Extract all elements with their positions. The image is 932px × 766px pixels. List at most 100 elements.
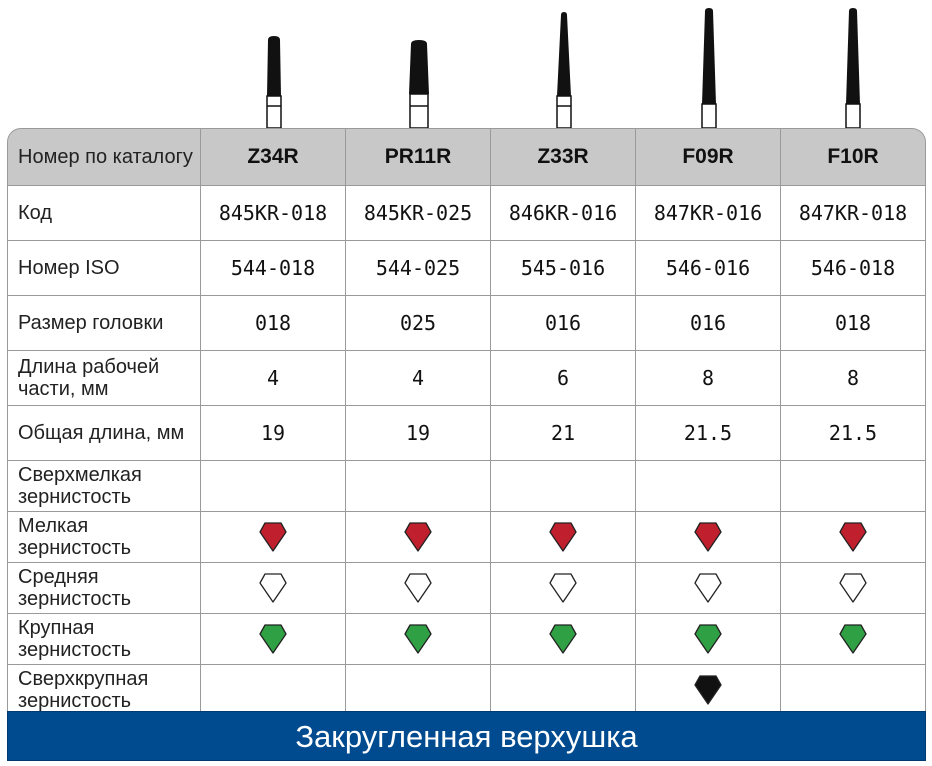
cell-value: 544-025 [346,241,491,296]
grit-cell [781,665,926,716]
bur-f09r-illustration [698,6,720,130]
row-grit-fine: Мелкая зернистость [7,512,926,563]
diamond-shape [404,522,432,552]
cell-value: 4 [346,351,491,406]
diamond-shape [839,522,867,552]
diamond-shape [259,522,287,552]
diamond-shape [549,522,577,552]
row-label: Длина рабочей части, мм [7,351,201,406]
cell-value: 546-016 [636,241,781,296]
diamond-icon [549,624,577,654]
grit-cell [346,512,491,563]
cell-value: 847KR-018 [781,186,926,241]
catalog-number-label: Номер по каталогу [7,128,201,186]
diamond-icon [839,573,867,603]
grit-cell [781,512,926,563]
row-grit-extra-coarse: Сверхкрупная зернистость [7,665,926,716]
grit-cell [201,512,346,563]
row-head-size: Размер головки 018 025 016 016 018 [7,296,926,351]
diamond-icon [549,573,577,603]
cell-value: 546-018 [781,241,926,296]
diamond-shape [404,624,432,654]
row-label: Код [7,186,201,241]
diamond-icon [404,573,432,603]
grit-cell [636,512,781,563]
grit-cell [781,614,926,665]
grit-cell [346,461,491,512]
row-label: Сверхкрупная зернистость [7,665,201,716]
cell-value: 845KR-018 [201,186,346,241]
cell-value: 19 [346,406,491,461]
bur-z34r-illustration [262,34,286,130]
diamond-shape [549,624,577,654]
grit-cell [636,563,781,614]
grit-cell [781,461,926,512]
bur-pr11r-illustration [404,38,434,130]
row-iso: Номер ISO 544-018 544-025 545-016 546-01… [7,241,926,296]
diamond-shape [694,522,722,552]
column-header: F10R [781,128,926,186]
grit-cell [636,665,781,716]
cell-value: 846KR-016 [491,186,636,241]
diamond-shape [404,573,432,603]
diamond-shape [694,675,722,705]
row-label: Мелкая зернистость [7,512,201,563]
bur-z33r-illustration [553,10,575,130]
grit-cell [781,563,926,614]
grit-cell [636,461,781,512]
cell-value: 8 [781,351,926,406]
row-label: Размер головки [7,296,201,351]
row-total-length: Общая длина, мм 19 19 21 21.5 21.5 [7,406,926,461]
cell-value: 545-016 [491,241,636,296]
cell-value: 4 [201,351,346,406]
bur-f10r-illustration [842,6,864,130]
row-code: Код 845KR-018 845KR-025 846KR-016 847KR-… [7,186,926,241]
row-label: Номер ISO [7,241,201,296]
grit-cell [491,512,636,563]
cell-value: 018 [201,296,346,351]
cell-value: 6 [491,351,636,406]
cell-value: 847KR-016 [636,186,781,241]
diamond-shape [694,624,722,654]
grit-cell [491,461,636,512]
row-label: Средняя зернистость [7,563,201,614]
grit-cell [491,614,636,665]
diamond-icon [694,573,722,603]
grit-cell [201,614,346,665]
diamond-icon [404,624,432,654]
row-label: Общая длина, мм [7,406,201,461]
cell-value: 21.5 [781,406,926,461]
diamond-icon [549,522,577,552]
cell-value: 544-018 [201,241,346,296]
cell-value: 19 [201,406,346,461]
grit-cell [346,665,491,716]
diamond-shape [259,573,287,603]
diamond-shape [549,573,577,603]
diamond-shape [839,573,867,603]
row-grit-extra-fine: Сверхмелкая зернистость [7,461,926,512]
cell-value: 025 [346,296,491,351]
grit-cell [346,563,491,614]
column-header: Z34R [201,128,346,186]
diamond-icon [259,522,287,552]
diamond-icon [694,624,722,654]
row-working-length: Длина рабочей части, мм 4 4 6 8 8 [7,351,926,406]
table-header-row: Номер по каталогу Z34R PR11R Z33R F09R F… [7,128,926,186]
grit-cell [201,461,346,512]
cell-value: 016 [491,296,636,351]
cell-value: 845KR-025 [346,186,491,241]
row-label: Крупная зернистость [7,614,201,665]
cell-value: 8 [636,351,781,406]
row-grit-coarse: Крупная зернистость [7,614,926,665]
diamond-shape [839,624,867,654]
grit-cell [636,614,781,665]
row-label: Сверхмелкая зернистость [7,461,201,512]
cell-value: 018 [781,296,926,351]
catalog-table: Номер по каталогу Z34R PR11R Z33R F09R F… [7,128,926,716]
cell-value: 21.5 [636,406,781,461]
column-header: F09R [636,128,781,186]
diamond-icon [839,624,867,654]
diamond-icon [259,624,287,654]
grit-cell [201,563,346,614]
cell-value: 21 [491,406,636,461]
